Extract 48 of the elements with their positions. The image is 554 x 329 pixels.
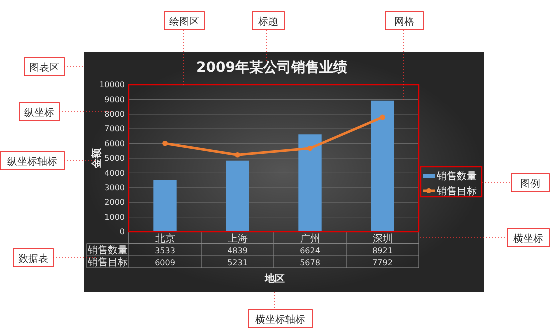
x-axis-title: 地区 [264,273,285,285]
text: 绘图区 [170,16,200,28]
text: 横坐标 [514,233,544,245]
point [162,141,168,146]
data-label: 5231 [228,258,248,268]
x-tick-label: 北京 [155,233,176,245]
y-tick-label: 7000 [104,124,125,134]
text: 纵坐标轴标 [8,156,58,168]
y-tick-label: 5000 [104,154,125,164]
y-tick-label: 6000 [104,139,125,148]
text: 网格 [394,16,414,28]
y-tick-label: 9000 [104,95,125,104]
data-label: 5678 [300,258,320,268]
x-tick-label: 深圳 [372,233,393,245]
text: 销售数量 [88,246,128,256]
legend-label: 销售目标 [436,186,477,198]
chart-title: 2009年某公司销售业绩 [196,60,348,76]
data-label: 3533 [155,246,176,256]
y-tick-label: 8000 [104,110,125,119]
y-tick-label: 0 [120,228,125,237]
bar [298,134,322,232]
text: 纵坐标 [24,107,54,119]
y-tick-label: 2000 [104,198,125,208]
y-tick-label: 10000 [100,80,125,90]
x-tick-label: 上海 [228,233,248,245]
bar [154,180,177,232]
y-tick-label: 4000 [104,168,125,178]
y-tick-label: 3000 [104,183,125,192]
text: 数据表 [18,253,48,265]
x-tick-label: 广州 [300,233,320,245]
text: 图例 [520,179,540,190]
point [380,114,386,120]
point [235,152,240,158]
data-label: 6009 [155,258,176,268]
legend-label: 销售数量 [436,170,477,182]
bar [226,160,250,232]
text: 横坐标轴标 [256,314,306,326]
text: 销售目标 [88,258,128,268]
data-label: 7792 [372,258,393,268]
y-tick-label: 1000 [104,212,125,222]
point [308,146,313,152]
y-axis-title: 金额 [91,148,103,170]
bar [371,100,394,232]
data-label: 4839 [228,246,248,256]
data-label: 8921 [372,246,393,256]
data-label: 6624 [300,246,320,256]
text: 图表区 [30,62,60,74]
text: 标题 [258,16,278,28]
